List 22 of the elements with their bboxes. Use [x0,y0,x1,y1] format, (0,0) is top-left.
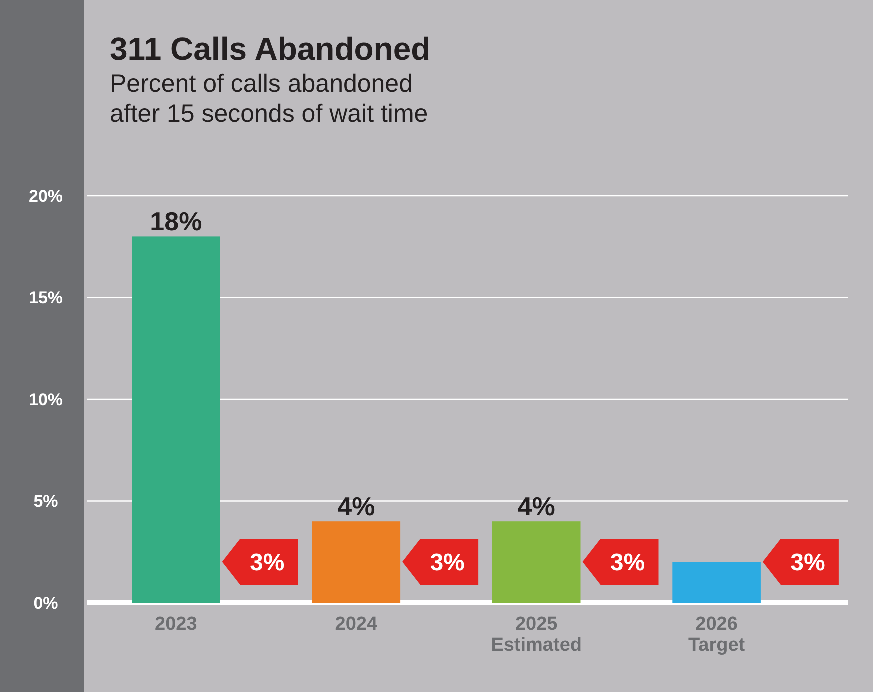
y-tick-label: 5% [34,492,58,512]
chart-title: 311 Calls Abandoned [110,31,431,67]
bar [492,522,581,603]
annotation: 3% [790,549,826,576]
data-label: 4% [518,492,556,522]
y-tick-label: 20% [28,186,64,206]
y-tick-label: 15% [28,288,64,308]
annotation: 3% [610,549,646,576]
bar [132,236,220,603]
bar [312,522,401,603]
bar [672,562,761,603]
y-tick-label: 10% [28,390,64,410]
x-tick-label: 2023 [155,614,198,635]
x-tick-label: 2026 Target [688,614,746,656]
x-tick-label: 2024 [335,614,378,635]
annotation: 3% [250,549,285,576]
data-label: 4% [338,492,376,522]
data-label: 18% [150,206,202,237]
y-tick-label: 0% [34,594,58,613]
chart-subtitle: Percent of calls abandoned after 15 seconds of wait time [110,70,428,128]
annotation: 3% [430,549,465,576]
x-tick-label: 2025 Estimated [491,614,582,656]
